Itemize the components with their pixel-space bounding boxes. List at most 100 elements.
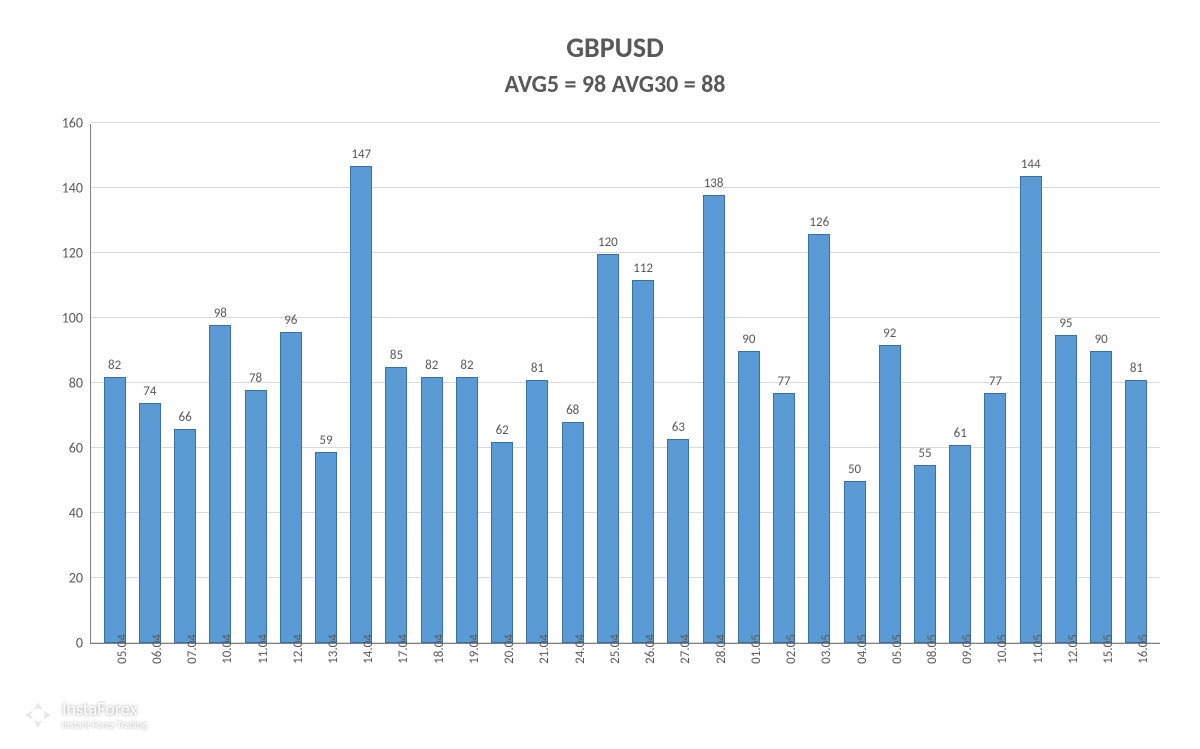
bar-wrapper: 9205.05 bbox=[872, 124, 907, 643]
bar-value-label: 66 bbox=[178, 410, 191, 425]
bar-value-label: 77 bbox=[989, 374, 1002, 389]
x-axis-label: 05.05 bbox=[890, 634, 905, 664]
bar-value-label: 62 bbox=[496, 423, 509, 438]
bar bbox=[703, 195, 725, 643]
y-axis-label: 0 bbox=[76, 635, 83, 652]
bar-wrapper: 9001.05 bbox=[731, 124, 766, 643]
bar-value-label: 120 bbox=[598, 235, 618, 250]
bar-wrapper: 8219.04 bbox=[449, 124, 484, 643]
bar-wrapper: 8517.04 bbox=[379, 124, 414, 643]
bar-wrapper: 9512.05 bbox=[1048, 124, 1083, 643]
bar-value-label: 78 bbox=[249, 371, 262, 386]
bar bbox=[844, 481, 866, 643]
chart-title: GBPUSD bbox=[70, 30, 1160, 65]
bar-value-label: 50 bbox=[848, 462, 861, 477]
bar-wrapper: 6220.04 bbox=[485, 124, 520, 643]
bar-wrapper: 5004.05 bbox=[837, 124, 872, 643]
chart-subtitle: AVG5 = 98 AVG30 = 88 bbox=[70, 70, 1160, 99]
y-axis-label: 60 bbox=[69, 440, 83, 457]
bar-wrapper: 13828.04 bbox=[696, 124, 731, 643]
bar-wrapper: 7702.05 bbox=[766, 124, 801, 643]
bar-wrapper: 6109.05 bbox=[943, 124, 978, 643]
watermark-brand: InstaForex bbox=[62, 700, 147, 720]
bar-value-label: 61 bbox=[954, 426, 967, 441]
x-axis-label: 18.04 bbox=[432, 634, 447, 664]
y-axis-label: 80 bbox=[69, 375, 83, 392]
bar-wrapper: 12603.05 bbox=[802, 124, 837, 643]
bar bbox=[738, 351, 760, 643]
bar-wrapper: 6327.04 bbox=[661, 124, 696, 643]
x-axis-label: 16.05 bbox=[1136, 634, 1151, 664]
bar-wrapper: 9015.05 bbox=[1084, 124, 1119, 643]
bar-value-label: 77 bbox=[777, 374, 790, 389]
bar-wrapper: 14411.05 bbox=[1013, 124, 1048, 643]
bar-wrapper: 7710.05 bbox=[978, 124, 1013, 643]
x-axis-label: 19.04 bbox=[467, 634, 482, 664]
bar-wrapper: 5913.04 bbox=[308, 124, 343, 643]
y-axis-label: 20 bbox=[69, 570, 83, 587]
watermark-tagline: Instant Forex Trading bbox=[62, 719, 147, 730]
bar-wrapper: 9810.04 bbox=[203, 124, 238, 643]
bar-value-label: 82 bbox=[108, 358, 121, 373]
bar-wrapper: 8121.04 bbox=[520, 124, 555, 643]
x-axis-label: 03.05 bbox=[819, 634, 834, 664]
y-axis-label: 140 bbox=[62, 180, 83, 197]
bar-wrapper: 7811.04 bbox=[238, 124, 273, 643]
x-axis-label: 12.05 bbox=[1066, 634, 1081, 664]
bar-value-label: 90 bbox=[742, 332, 755, 347]
x-axis-label: 10.04 bbox=[220, 634, 235, 664]
bar bbox=[456, 377, 478, 643]
x-axis-label: 20.04 bbox=[502, 634, 517, 664]
bar-value-label: 90 bbox=[1095, 332, 1108, 347]
bar bbox=[315, 452, 337, 643]
bar bbox=[667, 439, 689, 643]
bar-value-label: 138 bbox=[704, 176, 724, 191]
bar-value-label: 147 bbox=[351, 147, 371, 162]
bar bbox=[139, 403, 161, 643]
x-axis-label: 28.04 bbox=[714, 634, 729, 664]
x-axis-label: 26.04 bbox=[643, 634, 658, 664]
plot-area: 020406080100120140160 8205.047406.046607… bbox=[90, 124, 1160, 644]
x-axis-label: 04.05 bbox=[855, 634, 870, 664]
bar bbox=[808, 234, 830, 643]
bar bbox=[174, 429, 196, 643]
x-axis-label: 13.04 bbox=[326, 634, 341, 664]
bar-wrapper: 8205.04 bbox=[97, 124, 132, 643]
bar-value-label: 96 bbox=[284, 313, 297, 328]
bar bbox=[350, 166, 372, 643]
bar bbox=[245, 390, 267, 643]
y-axis-label: 160 bbox=[62, 115, 83, 132]
bar-value-label: 55 bbox=[918, 446, 931, 461]
bar-value-label: 126 bbox=[809, 215, 829, 230]
bar bbox=[491, 442, 513, 643]
bar-value-label: 81 bbox=[531, 361, 544, 376]
bar-value-label: 74 bbox=[143, 384, 156, 399]
x-axis-label: 01.05 bbox=[749, 634, 764, 664]
y-axis-label: 40 bbox=[69, 505, 83, 522]
bar-value-label: 59 bbox=[319, 433, 332, 448]
bar-value-label: 85 bbox=[390, 348, 403, 363]
bar bbox=[1125, 380, 1147, 643]
bar-value-label: 98 bbox=[214, 306, 227, 321]
bar bbox=[597, 254, 619, 643]
bar-value-label: 112 bbox=[633, 261, 653, 276]
bar-value-label: 82 bbox=[460, 358, 473, 373]
bar-wrapper: 9612.04 bbox=[273, 124, 308, 643]
x-axis-label: 11.05 bbox=[1031, 634, 1046, 664]
bar-value-label: 81 bbox=[1130, 361, 1143, 376]
bar bbox=[209, 325, 231, 643]
x-axis-label: 25.04 bbox=[608, 634, 623, 664]
bar bbox=[914, 465, 936, 643]
bar bbox=[632, 280, 654, 643]
bar-wrapper: 6824.04 bbox=[555, 124, 590, 643]
bar-value-label: 92 bbox=[883, 326, 896, 341]
bar bbox=[385, 367, 407, 643]
x-axis-label: 14.04 bbox=[361, 634, 376, 664]
bar-wrapper: 5508.05 bbox=[907, 124, 942, 643]
bar-value-label: 144 bbox=[1021, 157, 1041, 172]
instaforex-logo-icon bbox=[22, 699, 54, 731]
chart-container: GBPUSD AVG5 = 98 AVG30 = 88 020406080100… bbox=[0, 0, 1200, 749]
bar-wrapper: 14714.04 bbox=[344, 124, 379, 643]
x-axis-label: 11.04 bbox=[256, 634, 271, 664]
bar bbox=[104, 377, 126, 643]
